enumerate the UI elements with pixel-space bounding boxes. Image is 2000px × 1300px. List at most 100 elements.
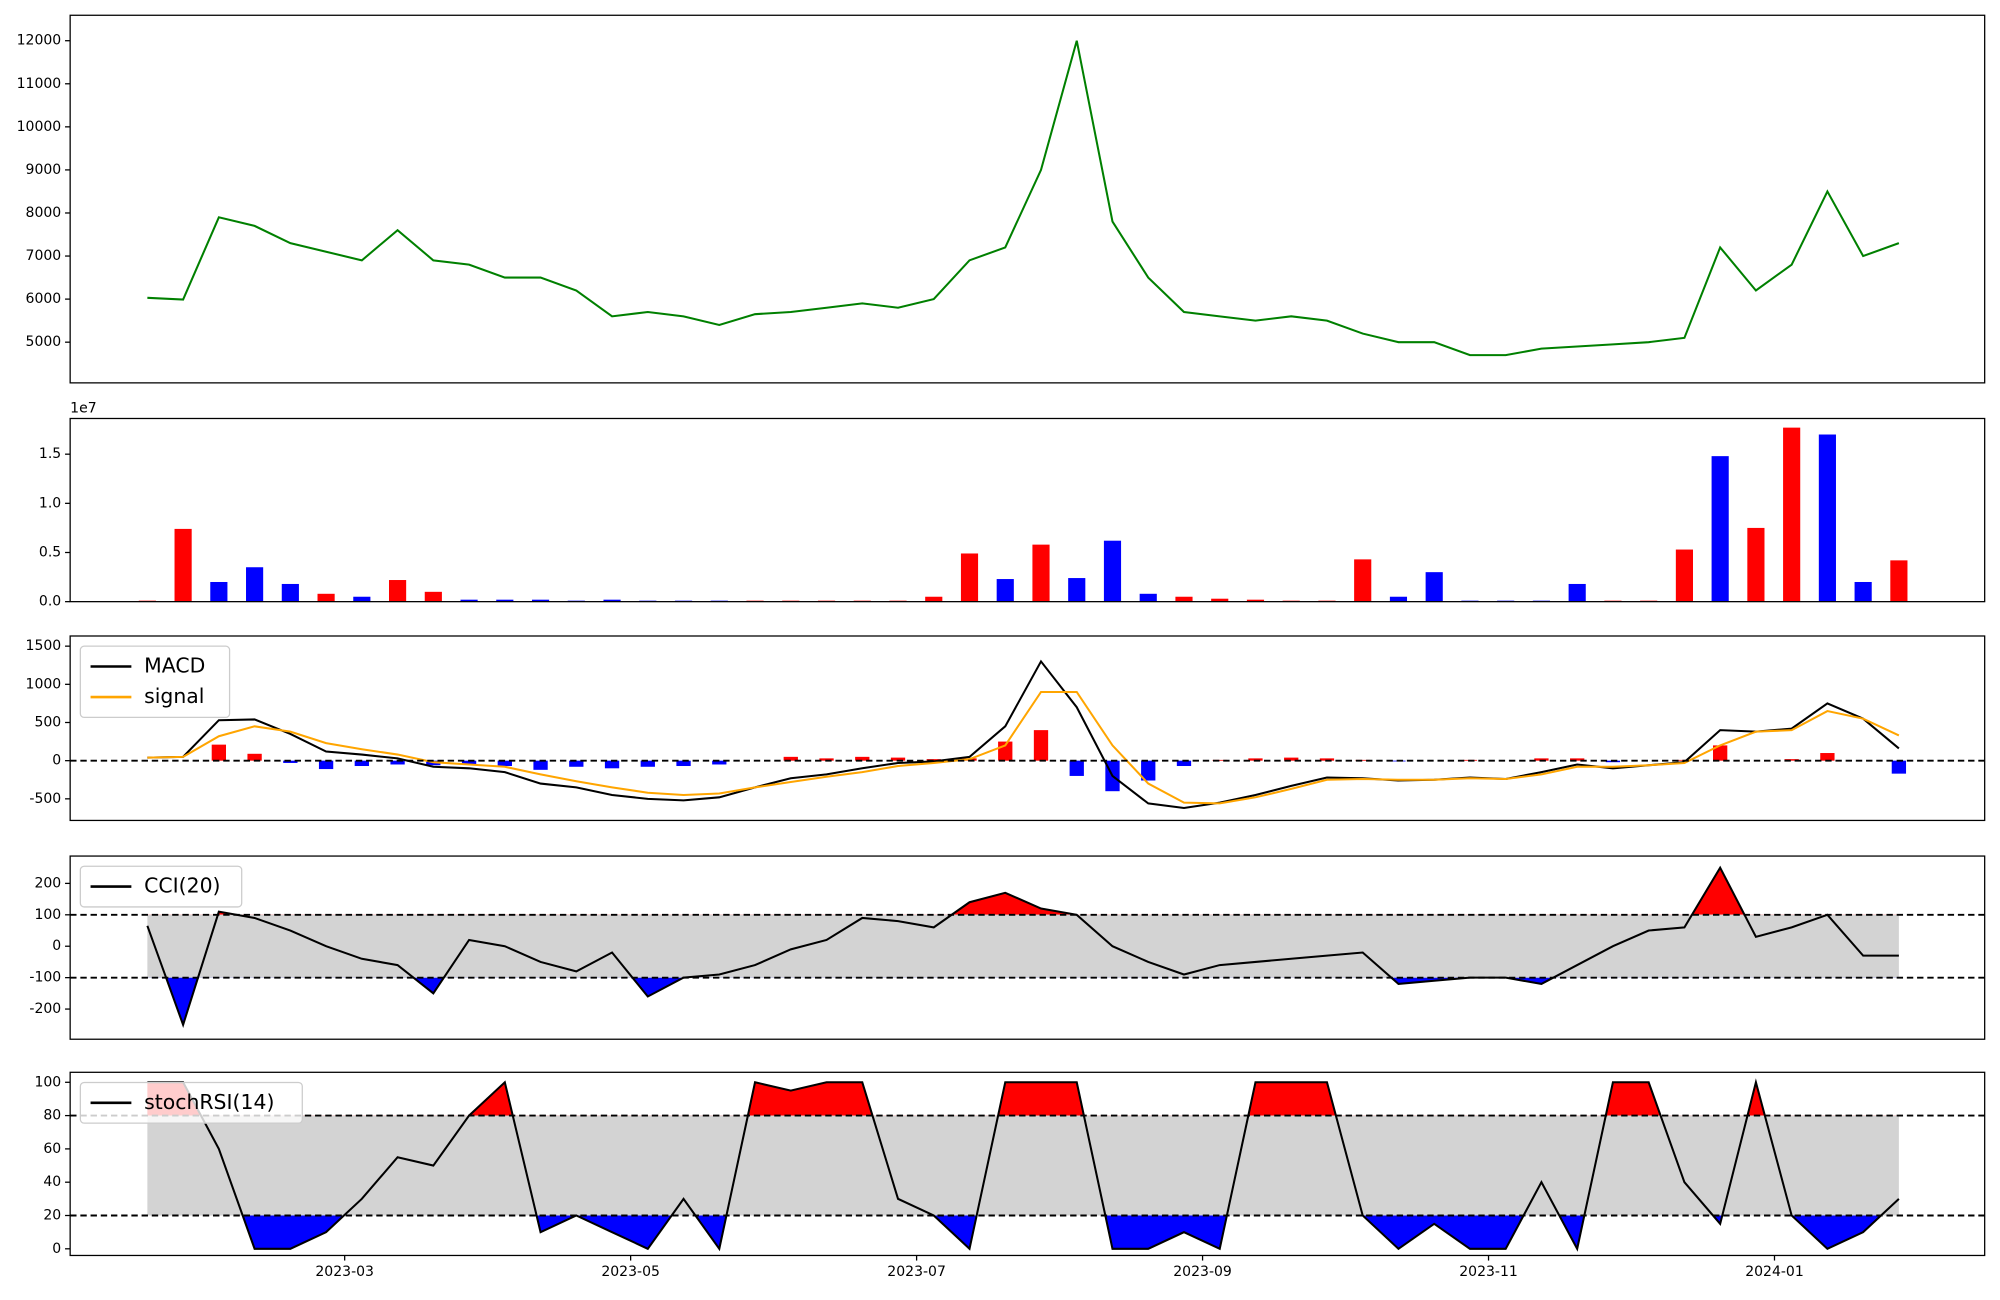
bar (246, 567, 264, 602)
y-tick-label: 60 (43, 1141, 61, 1157)
histogram-bar (1176, 760, 1192, 767)
bar (281, 583, 299, 602)
panel: 0 20 40 60 80 100 stochRSI(14) 2023-03 2023-05 20… (34, 1071, 1986, 1280)
bar (1747, 527, 1765, 602)
series-line (147, 1078, 1900, 1252)
band (147, 1115, 1899, 1216)
y-tick-label: 0.5 (39, 545, 61, 561)
bar (1854, 581, 1872, 602)
bar (531, 599, 550, 602)
histogram-bar (1355, 759, 1370, 761)
legend: MACD signal (79, 645, 231, 719)
bar (1103, 540, 1122, 602)
y-tick-label: 500 (34, 715, 61, 731)
histogram-bar (497, 760, 512, 767)
y-tick-label: 5000 (26, 334, 62, 350)
histogram-bar (1069, 760, 1084, 776)
histogram-bar (354, 760, 369, 767)
y-tick-label: -100 (29, 970, 61, 986)
legend-box (79, 645, 231, 719)
histogram-bar (1319, 758, 1335, 761)
legend-label: stochRSI(14) (144, 1090, 274, 1114)
y-tick-label: -500 (29, 791, 61, 807)
histogram-bar (676, 760, 691, 767)
bar (996, 579, 1014, 602)
histogram-bar (1033, 730, 1049, 761)
bar (317, 593, 335, 602)
x-tick-label: 2023-07 (887, 1264, 946, 1280)
bar (1032, 544, 1050, 602)
bar (424, 591, 442, 602)
histogram-bar (1570, 758, 1585, 761)
legend: CCI(20) (79, 865, 243, 908)
panel: -500 0 500 1000 1500 MACD signal (26, 635, 1986, 822)
bar (1675, 549, 1693, 602)
offset-label: 1e7 (70, 400, 96, 416)
histogram-bar (461, 760, 477, 765)
legend-box (79, 1081, 303, 1124)
bar (960, 553, 979, 602)
bar (353, 596, 371, 602)
x-tick-label: 2024-01 (1745, 1264, 1804, 1280)
panel-inner (147, 1078, 1900, 1252)
histogram-bar (890, 757, 906, 761)
bar (1175, 596, 1193, 602)
histogram-bar (712, 760, 727, 765)
panel-frame (69, 14, 1986, 384)
panel-frame (69, 417, 1986, 603)
bar (460, 599, 478, 602)
x-tick-label: 2023-03 (315, 1264, 374, 1280)
y-tick-label: 7000 (26, 248, 62, 264)
panel: -200 -100 0 100 200 CCI(20) (29, 855, 1986, 1040)
panel: 5000 6000 7000 8000 9000 10000 11000 12000 (17, 14, 1986, 384)
bar (1211, 598, 1229, 602)
y-tick-label: 1.0 (39, 495, 61, 511)
histogram-bar (855, 756, 870, 761)
series-line (147, 40, 1900, 357)
histogram-bar (1248, 758, 1263, 761)
histogram-bar (1141, 760, 1156, 781)
bar (496, 599, 514, 602)
histogram-bar (390, 760, 405, 765)
panel-inner (146, 865, 1899, 1028)
panel-inner (147, 40, 1900, 357)
y-tick-label: 10000 (17, 119, 62, 135)
y-tick-label: 80 (43, 1108, 61, 1124)
threshold-fill (147, 1215, 1899, 1249)
histogram-bar (926, 759, 941, 761)
y-tick-label: 1.5 (39, 446, 61, 462)
legend: stochRSI(14) (79, 1081, 303, 1124)
y-tick-label: 1000 (26, 676, 62, 692)
series-line (147, 659, 1900, 810)
y-tick-label: 40 (43, 1174, 61, 1190)
series-line (146, 865, 1899, 1028)
bar (389, 580, 407, 602)
bar (1425, 572, 1443, 602)
bar (1783, 427, 1801, 602)
bar (1568, 583, 1586, 602)
histogram-bar (1784, 759, 1799, 761)
y-tick-label: 100 (34, 907, 61, 923)
bar (1354, 559, 1372, 602)
bar (1890, 560, 1908, 602)
histogram-bar (533, 760, 548, 770)
y-tick-label: 12000 (17, 33, 62, 49)
x-tick-label: 2023-05 (601, 1264, 660, 1280)
x-tick-label: 2023-09 (1173, 1264, 1232, 1280)
histogram-bar (783, 756, 798, 761)
series-line (147, 690, 1900, 805)
histogram-bar (819, 758, 834, 761)
bar (174, 528, 192, 602)
y-tick-label: 100 (34, 1074, 61, 1090)
y-tick-label: 9000 (26, 162, 62, 178)
legend-box (79, 865, 243, 908)
legend-label: MACD (144, 654, 205, 678)
histogram-bar (1534, 758, 1549, 761)
bar (1818, 434, 1836, 602)
threshold-fill (147, 867, 1899, 915)
y-tick-label: 1500 (26, 638, 62, 654)
histogram-bar (1713, 745, 1728, 761)
y-tick-label: 6000 (26, 291, 62, 307)
y-tick-label: 11000 (17, 76, 62, 92)
panel-frame (69, 635, 1986, 822)
